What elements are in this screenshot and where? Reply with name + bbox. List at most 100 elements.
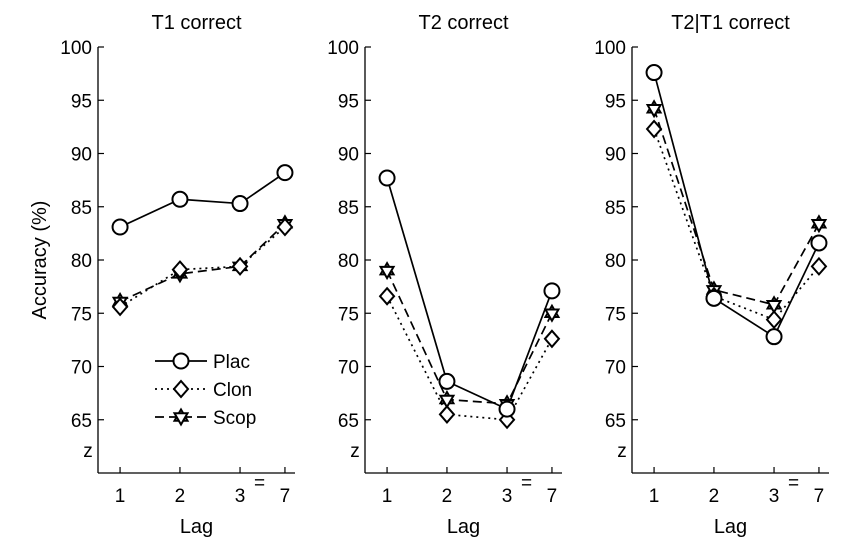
x-axis-label: Lag (180, 516, 213, 538)
data-point-clon (231, 256, 249, 276)
legend-marker-hexagram-icon (172, 407, 190, 427)
data-point-scop (765, 295, 783, 315)
y-tick-label: 95 (71, 91, 92, 112)
marker-triangle-down (438, 394, 456, 410)
chart-panel-2: 65 70 75 80 85 90 95 100 1 2 3 7 z = T2 correct Lag (327, 12, 562, 538)
y-tick-label: 70 (605, 358, 626, 379)
y-axis-break-mark: z (350, 441, 360, 462)
series-line-scop (386, 270, 553, 405)
y-tick-label: 80 (338, 251, 359, 272)
data-point-plac (378, 169, 396, 187)
data-point-scop (645, 99, 663, 119)
data-point-clon (645, 119, 663, 139)
y-axis-label: Accuracy (%) (29, 201, 51, 320)
marker-triangle-down (645, 104, 663, 119)
y-tick-label: 75 (338, 304, 359, 325)
y-tick-label: 80 (605, 251, 626, 272)
x-tick-label: 2 (442, 486, 453, 507)
x-axis-label: Lag (447, 516, 480, 538)
y-tick-label: 75 (605, 304, 626, 325)
y-tick-label: 100 (594, 38, 626, 59)
chart-title: T2|T1 correct (671, 12, 790, 34)
x-tick-label: 1 (649, 486, 660, 507)
data-point-plac (171, 190, 189, 208)
y-tick-label: 80 (71, 251, 92, 272)
y-tick-label: 65 (605, 411, 626, 432)
legend-marker-diamond-icon (172, 379, 190, 399)
data-point-clon (111, 297, 129, 317)
marker-triangle-down (378, 265, 396, 281)
data-point-scop (543, 303, 561, 323)
x-axis-break-mark: = (788, 473, 799, 494)
legend-label-scop: Scop (213, 408, 256, 429)
data-point-plac (438, 372, 456, 390)
y-tick-label: 90 (605, 145, 626, 166)
x-tick-label: 1 (115, 486, 126, 507)
y-tick-label: 65 (338, 411, 359, 432)
data-point-plac (765, 328, 783, 346)
y-tick-label: 100 (327, 38, 359, 59)
legend-label-clon: Clon (213, 380, 252, 401)
series-line-plac (386, 177, 553, 411)
series-line-plac (653, 72, 820, 338)
chart-panel-1: 65 70 75 80 85 90 95 100 1 2 3 7 z = T1 correct Lag Accu… (29, 12, 295, 538)
data-point-scop (810, 214, 828, 234)
marker-triangle-down (543, 308, 561, 323)
data-point-clon (171, 260, 189, 280)
marker-triangle-down (810, 219, 828, 234)
x-tick-label: 2 (709, 486, 720, 507)
y-tick-label: 85 (338, 198, 359, 219)
x-tick-label: 3 (235, 486, 246, 507)
series-line-scop (653, 108, 820, 306)
data-point-clon (438, 404, 456, 424)
marker-triangle-down (172, 412, 190, 427)
x-tick-label: 3 (502, 486, 513, 507)
data-point-plac (231, 195, 249, 213)
data-point-plac (705, 289, 723, 307)
data-point-clon (276, 217, 294, 237)
y-tick-label: 95 (338, 91, 359, 112)
x-axis-label: Lag (714, 516, 747, 538)
series-line-clon (386, 295, 553, 421)
data-point-plac (645, 64, 663, 82)
chart-title: T2 correct (418, 12, 508, 34)
y-tick-label: 85 (605, 198, 626, 219)
series-line-clon (653, 128, 820, 321)
legend-marker-circle-icon (172, 352, 190, 370)
x-tick-label: 3 (769, 486, 780, 507)
y-tick-label: 75 (71, 304, 92, 325)
y-tick-label: 95 (605, 91, 626, 112)
y-tick-label: 65 (71, 411, 92, 432)
y-tick-label: 90 (71, 145, 92, 166)
marker-triangle-down (765, 299, 783, 315)
series-line-plac (119, 171, 286, 228)
data-point-scop (438, 390, 456, 410)
x-tick-label: 7 (814, 486, 825, 507)
legend: Plac Clon Scop (155, 352, 256, 429)
y-tick-label: 85 (71, 198, 92, 219)
data-point-plac (543, 282, 561, 300)
data-point-plac (810, 234, 828, 252)
series-line-scop (119, 223, 286, 303)
data-point-clon (378, 286, 396, 306)
x-tick-label: 7 (547, 486, 558, 507)
data-point-clon (765, 310, 783, 330)
chart-title: T1 correct (151, 12, 241, 34)
x-tick-label: 1 (382, 486, 393, 507)
data-point-plac (498, 400, 516, 418)
data-point-plac (111, 218, 129, 236)
y-axis-break-mark: z (617, 441, 627, 462)
x-axis-break-mark: = (521, 473, 532, 494)
series-line-clon (119, 226, 286, 308)
x-tick-label: 2 (175, 486, 186, 507)
data-point-plac (276, 164, 294, 182)
y-tick-label: 70 (71, 358, 92, 379)
y-tick-label: 90 (338, 145, 359, 166)
y-tick-label: 70 (338, 358, 359, 379)
y-tick-label: 100 (60, 38, 92, 59)
data-point-clon (810, 256, 828, 276)
data-point-clon (543, 329, 561, 349)
chart-panel-3: 65 70 75 80 85 90 95 100 1 2 3 7 z = T2|T1 correct Lag (594, 12, 829, 538)
x-axis-break-mark: = (254, 473, 265, 494)
